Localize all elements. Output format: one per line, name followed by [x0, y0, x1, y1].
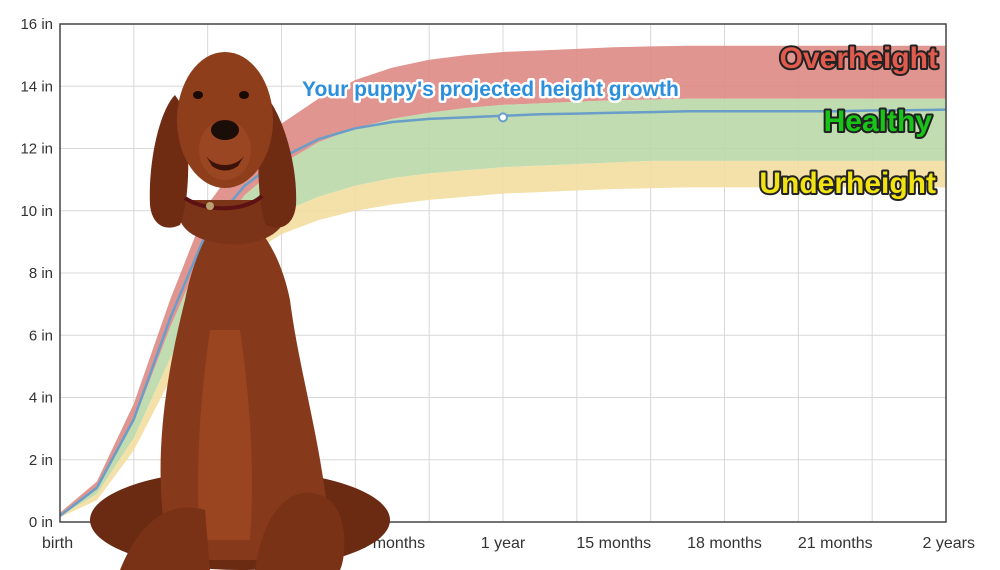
- projected-growth-label: Your puppy's projected height growth: [302, 78, 679, 101]
- dog-photo: [90, 52, 390, 570]
- y-tick-label: 8 in: [29, 265, 53, 282]
- y-tick-label: 14 in: [20, 78, 53, 95]
- x-tick-label: birth: [42, 535, 73, 552]
- y-tick-label: 12 in: [20, 141, 53, 158]
- underheight-label: Underheight: [759, 167, 936, 200]
- x-tick-label: 18 months: [687, 535, 762, 552]
- x-tick-label: 21 months: [798, 535, 873, 552]
- overheight-label: Overheight: [780, 42, 938, 75]
- y-tick-label: 6 in: [29, 327, 53, 344]
- y-tick-label: 0 in: [29, 514, 53, 531]
- healthy-label: Healthy: [824, 105, 933, 138]
- x-tick-label: 1 year: [481, 535, 526, 552]
- band-labels: Overheight Healthy Underheight Your pupp…: [300, 40, 941, 202]
- y-tick-label: 10 in: [20, 203, 53, 220]
- y-tick-label: 2 in: [29, 452, 53, 469]
- y-tick-label: 4 in: [29, 390, 53, 407]
- y-axis-ticks: 0 in 2 in 4 in 6 in 8 in 10 in 12 in 14 in 16 in: [20, 16, 53, 531]
- plot-frame: [59, 23, 947, 523]
- x-tick-label: 2 years: [923, 535, 975, 552]
- x-tick-label: 15 months: [576, 535, 651, 552]
- y-tick-label: 16 in: [20, 16, 53, 33]
- projected-marker: [498, 112, 508, 123]
